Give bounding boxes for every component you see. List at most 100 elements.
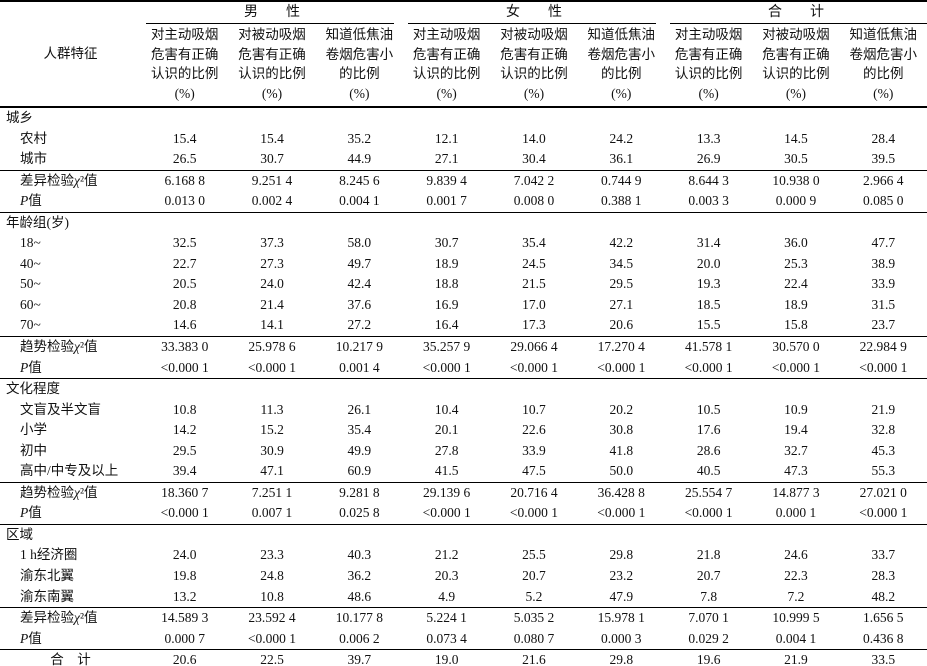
value-cell: <0.000 1 [160,359,209,375]
value-cell: 7.251 1 [228,481,316,504]
corner-header: 人群特征 [0,1,142,108]
column-header: 对主动吸烟 危害有正确 认识的比例 (%) [141,24,229,108]
value-cell: 10.8 [172,401,197,417]
value-cell: 20.1 [434,422,459,438]
row-label: 高中/中专及以上 [20,463,119,479]
value-cell: 24.0 [260,276,284,292]
value-cell: <0.000 1 [160,505,209,521]
value-cell: 39.5 [871,151,896,167]
value-cell: 45.3 [871,442,896,458]
section-row: 区域 [0,523,927,546]
value-cell: 47.7 [871,235,896,251]
value-cell: 29.066 4 [490,336,578,358]
value-cell: <0.000 1 [597,505,646,521]
table-row: 农村 15.4 15.4 35.2 12.1 14.0 24.2 13.3 14.5 28.4 [0,129,927,150]
value-cell: 10.4 [434,401,459,417]
value-cell: 16.4 [434,317,459,333]
value-cell: 36.1 [609,151,634,167]
value-cell: 12.1 [434,130,459,146]
group-header-female-label: 女 性 [505,5,562,21]
value-cell: 17.6 [696,422,721,438]
value-cell: 31.4 [696,235,721,251]
table-row: 合 计 20.6 22.5 39.7 19.0 21.6 29.8 19.6 21.9 33.5 [0,649,927,666]
value-cell: 25.554 7 [664,481,753,504]
column-header: 知道低焦油 卷烟危害小 的比例 (%) [839,24,927,108]
value-cell: 30.9 [260,442,284,458]
value-cell: <0.000 1 [247,359,297,375]
value-cell: 29.8 [609,547,634,563]
value-cell: 30.7 [434,235,459,251]
value-cell: 30.5 [784,151,808,167]
value-cell: 18.9 [434,255,459,271]
value-cell: 28.6 [696,442,721,458]
table-row: P值 <0.000 1 0.007 1 0.025 8 <0.000 1 <0.000 1… [0,503,927,524]
value-cell: 35.4 [347,422,372,438]
value-cell: 32.5 [172,235,197,251]
value-cell: 60.9 [347,463,372,479]
value-cell: 29.139 6 [403,481,491,504]
value-cell: <0.000 1 [771,359,820,375]
column-header: 对主动吸烟 危害有正确 认识的比例 (%) [403,24,491,108]
section-label: 城乡 [6,110,33,125]
value-cell: 21.4 [260,296,284,312]
value-cell: 47.3 [784,463,808,479]
column-header: 对被动吸烟 危害有正确 认识的比例 (%) [490,24,578,108]
value-cell: 9.251 4 [228,169,316,192]
value-cell: <0.000 1 [859,505,908,521]
value-cell: 0.008 0 [513,193,555,209]
value-cell: 9.839 4 [403,169,491,192]
value-cell: <0.000 1 [422,505,471,521]
row-label: P值 [20,630,42,646]
value-cell: 29.5 [609,276,634,292]
value-cell: 31.5 [871,296,896,312]
value-cell: 26.1 [347,401,372,417]
value-cell: 0.004 1 [339,193,380,209]
value-cell: 28.4 [871,130,896,146]
value-cell: 18.360 7 [141,481,229,504]
value-cell: 5.2 [525,588,543,604]
value-cell: 21.9 [871,401,896,417]
value-cell: 24.5 [522,255,546,271]
value-cell: 7.070 1 [664,607,753,629]
value-cell: 15.2 [260,422,284,438]
value-cell: 24.6 [784,547,808,563]
value-cell: 0.004 1 [775,630,817,646]
value-cell: 41.8 [609,442,634,458]
column-header: 对被动吸烟 危害有正确 认识的比例 (%) [752,24,840,108]
value-cell: 36.0 [784,235,808,251]
value-cell: 21.6 [490,649,578,666]
value-cell: 47.5 [522,463,546,479]
value-cell: 13.3 [696,130,721,146]
group-header-total: 合 计 [665,1,927,24]
value-cell: 7.2 [787,588,805,604]
column-header-row: 对主动吸烟 危害有正确 认识的比例 (%) 对被动吸烟 危害有正确 认识的比例 (%) 知道低焦… [0,24,927,108]
value-cell: 22.7 [172,255,197,271]
value-cell: 27.021 0 [839,481,927,504]
table-row: 城市 26.5 30.7 44.9 27.1 30.4 36.1 26.9 30.5 39.5 [0,149,927,170]
value-cell: 0.000 7 [164,630,205,646]
value-cell: 22.984 9 [839,336,927,358]
value-cell: 0.007 1 [251,505,293,521]
row-label: 差异检验χ²值 [0,169,142,192]
row-label: 文盲及半文盲 [20,401,101,417]
value-cell: 55.3 [871,463,896,479]
value-cell: <0.000 1 [247,630,297,646]
value-cell: 21.5 [522,276,546,292]
table-row: 渝东北翼 19.8 24.8 36.2 20.3 20.7 23.2 20.7 22.3 28.3 [0,566,927,587]
section-label: 年龄组(岁) [0,211,927,234]
table-row: 70~ 14.6 14.1 27.2 16.4 17.3 20.6 15.5 15.8 23.7 [0,315,927,336]
value-cell: 25.5 [522,547,546,563]
value-cell: 20.5 [172,276,197,292]
value-cell: 33.5 [839,649,927,666]
value-cell: 37.6 [347,296,372,312]
value-cell: 22.3 [784,568,808,584]
value-cell: 14.2 [172,422,197,438]
value-cell: 35.4 [522,235,546,251]
value-cell: 24.0 [172,547,197,563]
value-cell: 0.025 8 [339,505,380,521]
section-label: 文化程度 [0,378,927,400]
value-cell: 26.9 [696,151,721,167]
row-label: 渝东北翼 [20,568,74,584]
value-cell: <0.000 1 [684,359,733,375]
